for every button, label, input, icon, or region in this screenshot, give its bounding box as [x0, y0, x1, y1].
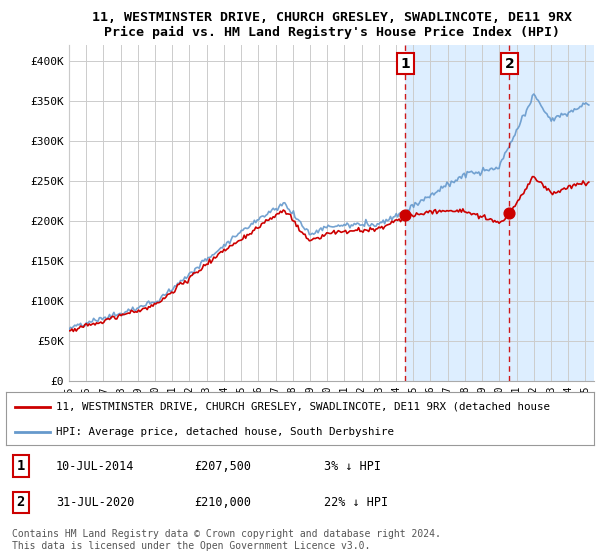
Point [400, 211, 410, 220]
Title: 11, WESTMINSTER DRIVE, CHURCH GRESLEY, SWADLINCOTE, DE11 9RX
Price paid vs. HM L: 11, WESTMINSTER DRIVE, CHURCH GRESLEY, S… [91, 11, 571, 39]
Bar [509, 45, 594, 381]
Text: £210,000: £210,000 [194, 496, 251, 509]
Text: 2: 2 [505, 57, 514, 71]
Text: 2: 2 [17, 496, 25, 510]
Text: Contains HM Land Registry data © Crown copyright and database right 2024.
This d: Contains HM Land Registry data © Crown c… [12, 529, 441, 550]
Text: £207,500: £207,500 [194, 460, 251, 473]
Text: 22% ↓ HPI: 22% ↓ HPI [323, 496, 388, 509]
Point [505, 208, 514, 217]
Text: HPI: Average price, detached house, South Derbyshire: HPI: Average price, detached house, Sout… [56, 427, 394, 437]
Text: 1: 1 [400, 57, 410, 71]
Text: 3% ↓ HPI: 3% ↓ HPI [323, 460, 380, 473]
Text: 1: 1 [17, 459, 25, 473]
Text: 31-JUL-2020: 31-JUL-2020 [56, 496, 134, 509]
Text: 11, WESTMINSTER DRIVE, CHURCH GRESLEY, SWADLINCOTE, DE11 9RX (detached house: 11, WESTMINSTER DRIVE, CHURCH GRESLEY, S… [56, 402, 550, 412]
Text: 10-JUL-2014: 10-JUL-2014 [56, 460, 134, 473]
Bar [405, 45, 509, 381]
